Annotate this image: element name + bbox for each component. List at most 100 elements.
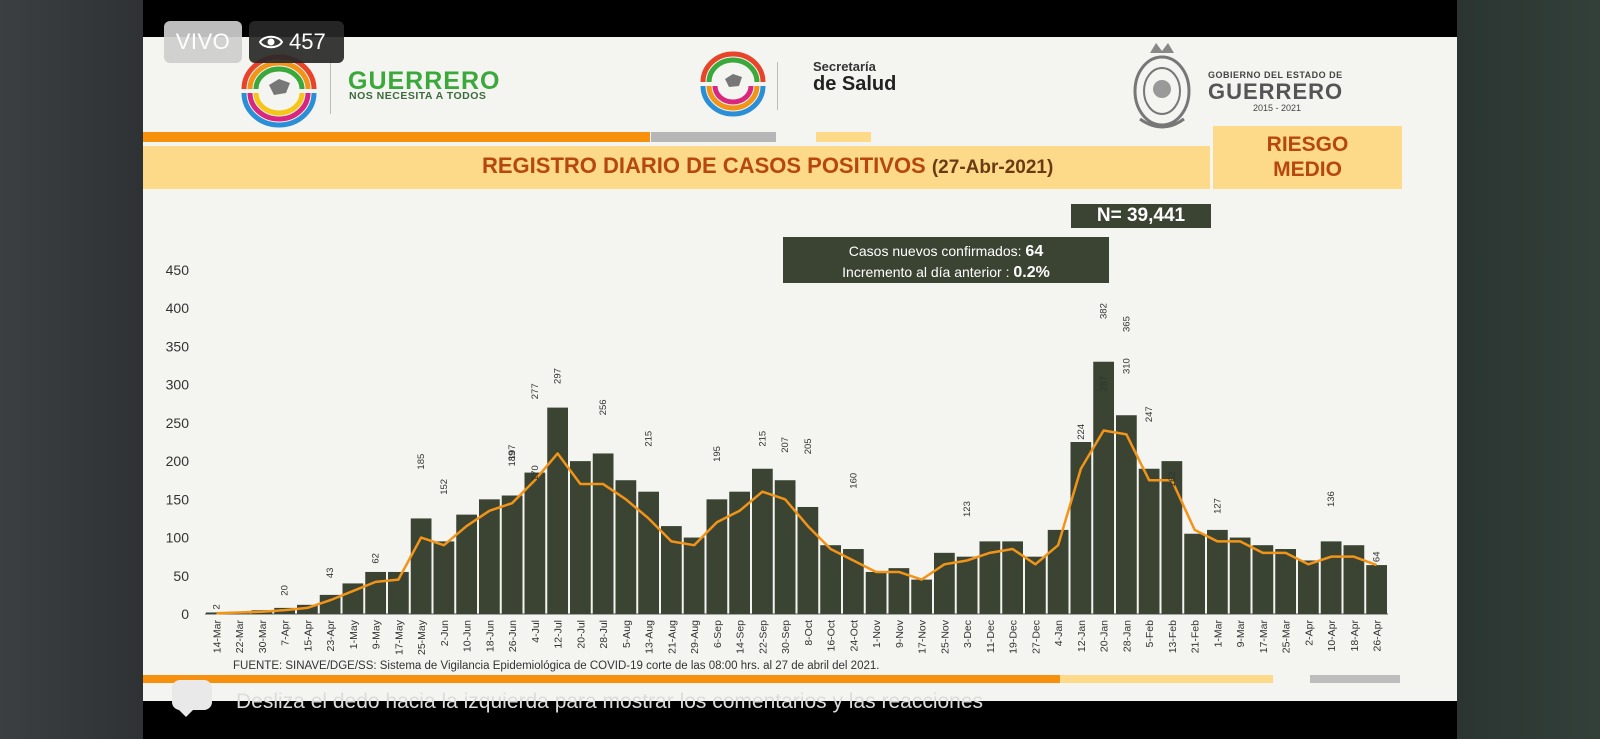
bar: [843, 549, 864, 614]
x-tick-label: 10-Jun: [462, 620, 474, 652]
data-label: 205: [803, 438, 814, 454]
bar: [706, 499, 728, 614]
x-tick-label: 16-Oct: [826, 620, 838, 652]
cases-chart: 0 50 100 150 200 250 300 350 400 450 14-Mar 22-Mar 3…: [166, 262, 1388, 655]
y-tick-label: 150: [166, 491, 190, 507]
bar: [774, 480, 796, 614]
bar: [1320, 541, 1342, 614]
data-label: 160: [848, 473, 859, 489]
bar: [1343, 545, 1365, 614]
bar: [456, 514, 477, 614]
risk-level-line2: MEDIO: [1273, 158, 1342, 181]
x-tick-label: 5-Feb: [1144, 620, 1156, 648]
bar: [570, 461, 591, 614]
x-tick-label: 4-Jan: [1053, 620, 1065, 646]
x-tick-label: 9-Nov: [894, 619, 906, 648]
x-tick-label: 21-Feb: [1190, 620, 1202, 653]
bar: [1025, 556, 1046, 614]
new-cases-box: Casos nuevos confirmados: 64 Incremento …: [783, 237, 1109, 283]
data-label: 136: [1326, 491, 1337, 507]
x-tick-label: 19-Dec: [1008, 620, 1020, 654]
total-cases-box: N= 39,441: [1071, 204, 1211, 228]
x-tick-label: 2-Jun: [439, 620, 451, 646]
new-cases-label: Casos nuevos confirmados:: [848, 243, 1022, 259]
x-tick-label: 5-Aug: [621, 620, 633, 648]
bar: [433, 541, 455, 614]
bar: [1002, 541, 1023, 614]
x-tick-label: 28-Jul: [598, 620, 610, 649]
bar: [524, 472, 546, 614]
bar: [1161, 461, 1183, 614]
right-blur-background: [1457, 0, 1600, 739]
bar: [297, 604, 318, 614]
guerrero-logo-subtitle: NOS NECESITA A TODOS: [349, 90, 487, 102]
trend-line: [216, 429, 1378, 615]
data-label: 215: [757, 431, 768, 447]
bar: [342, 583, 364, 614]
bar: [1366, 565, 1387, 614]
bar: [865, 571, 887, 614]
source-note: FUENTE: SINAVE/DGE/SS: Sistema de Vigila…: [233, 660, 880, 672]
live-video-frame[interactable]: VIVO 457 GUERRERO NOS NECESITA A TODOS: [143, 0, 1457, 739]
state-seal-icon: [1133, 43, 1191, 129]
risk-level-line1: RIESGO: [1266, 133, 1349, 156]
viewer-count: 457: [249, 21, 344, 63]
footer-bar-orange: [143, 675, 1060, 683]
x-tick-label: 1-Mar: [1212, 619, 1224, 647]
bar: [547, 407, 568, 614]
data-label: 195: [712, 446, 723, 462]
data-label: 152: [439, 479, 450, 495]
x-tick-label: 1-Nov: [871, 619, 883, 648]
bar: [319, 594, 341, 614]
increment-value: 0.2%: [1013, 264, 1050, 281]
bar: [638, 491, 659, 614]
bar: [1116, 415, 1137, 614]
x-tick-label: 27-Dec: [1030, 620, 1042, 654]
x-tick-label: 11-Dec: [985, 620, 997, 653]
data-label: 162: [1167, 471, 1178, 487]
bar: [752, 468, 773, 614]
x-tick-label: 12-Jan: [1076, 620, 1088, 652]
gov-logo-line3: 2015 - 2021: [1253, 103, 1302, 113]
x-tick-label: 26-Jun: [507, 620, 519, 652]
data-label: 170: [530, 465, 541, 481]
gov-logo-line2: GUERRERO: [1208, 79, 1344, 104]
x-tick-label: 22-Mar: [234, 620, 246, 654]
y-tick-label: 0: [181, 606, 189, 622]
presentation-slide: GUERRERO NOS NECESITA A TODOS Secretaría…: [143, 37, 1457, 701]
y-tick-label: 400: [166, 300, 190, 316]
x-tick-label: 8-Oct: [803, 620, 815, 646]
salud-logo-line1: Secretaría: [813, 59, 876, 74]
bar: [1138, 468, 1160, 614]
x-tick-label: 25-Mar: [1281, 620, 1293, 654]
bar: [479, 499, 500, 614]
viewer-count-value: 457: [289, 29, 326, 54]
x-tick-label: 20-Jan: [1099, 620, 1111, 652]
footer-bar-gray: [1310, 675, 1400, 683]
data-label: 123: [962, 501, 973, 517]
x-tick-label: 15-Apr: [302, 619, 314, 651]
x-tick-label: 10-Apr: [1326, 619, 1338, 651]
risk-level-box: RIESGO MEDIO: [1213, 126, 1402, 189]
data-label: 197: [507, 445, 518, 461]
data-label: 310: [1121, 358, 1132, 374]
bar: [410, 518, 432, 614]
x-tick-label: 17-May: [393, 619, 405, 655]
bar: [797, 506, 819, 614]
bar: [1252, 545, 1274, 614]
decor-bar-yellow: [816, 132, 871, 142]
comment-bubble-icon[interactable]: [172, 680, 212, 717]
y-tick-label: 350: [166, 338, 190, 354]
y-tick-label: 450: [166, 262, 190, 278]
bar: [1184, 533, 1205, 614]
data-label: 277: [530, 383, 541, 399]
new-cases-value: 64: [1025, 243, 1044, 260]
decor-bar-orange: [143, 132, 650, 142]
data-label: 287: [1099, 376, 1110, 392]
y-tick-label: 300: [166, 377, 190, 393]
data-label: 207: [780, 437, 791, 453]
eye-icon: [259, 35, 283, 49]
bar: [1298, 560, 1319, 614]
x-tick-label: 28-Jan: [1121, 620, 1133, 652]
slide-title-main: REGISTRO DIARIO DE CASOS POSITIVOS: [482, 153, 926, 178]
